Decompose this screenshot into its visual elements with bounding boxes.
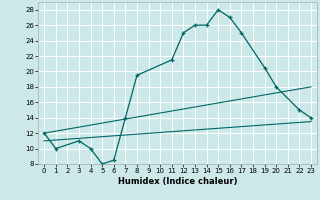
X-axis label: Humidex (Indice chaleur): Humidex (Indice chaleur) [118,177,237,186]
